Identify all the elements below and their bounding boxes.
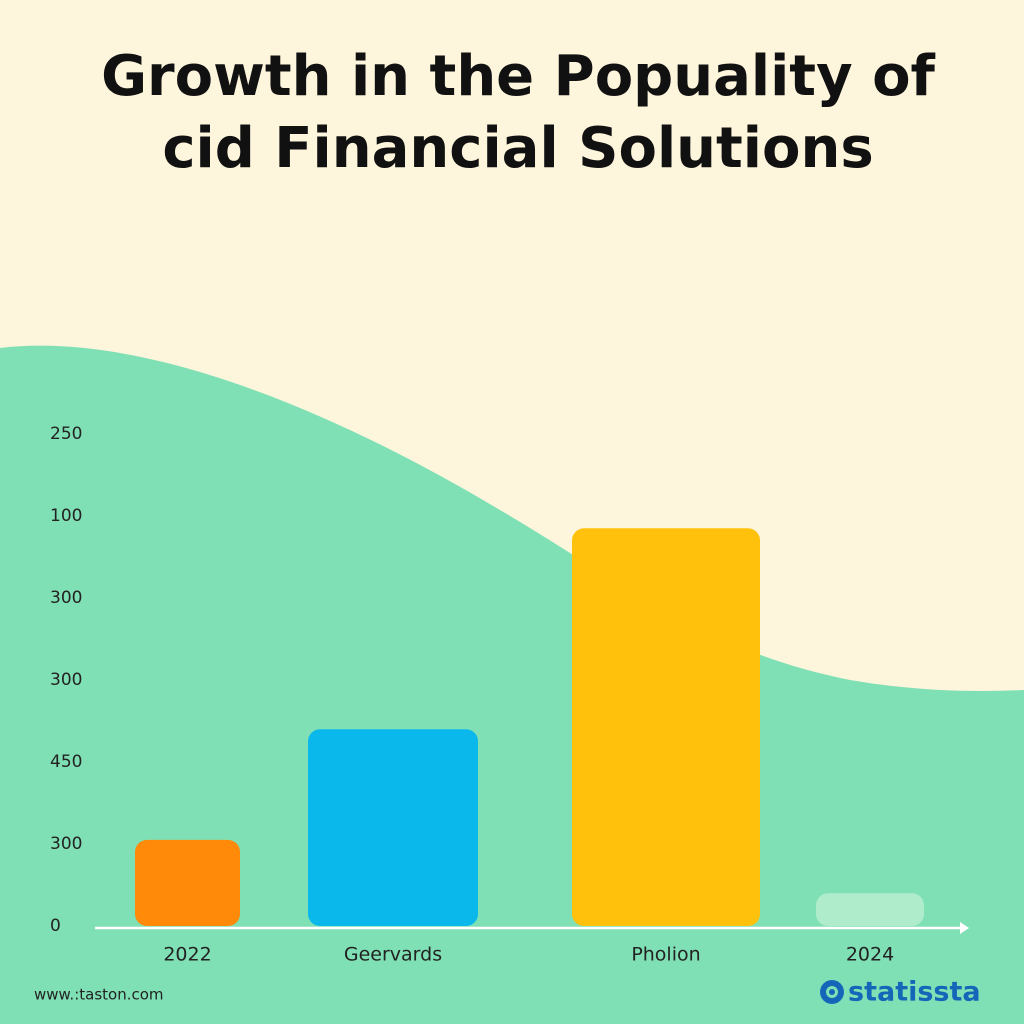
x-tick-label: Pholion xyxy=(631,944,700,966)
bar xyxy=(135,839,240,926)
x-tick-label: 2022 xyxy=(163,944,211,966)
y-tick-label: 450 xyxy=(50,752,82,772)
wave xyxy=(0,345,1024,1024)
y-tick-label: 300 xyxy=(50,670,82,690)
y-tick-label: 300 xyxy=(50,834,82,854)
source: www.:taston.com xyxy=(34,986,164,1004)
x-tick-label: Geervards xyxy=(344,944,442,966)
y-tick-label: 250 xyxy=(50,424,82,444)
y-tick-label: 0 xyxy=(50,916,61,936)
bar xyxy=(572,528,760,926)
y-tick-label: 100 xyxy=(50,506,82,526)
bar xyxy=(816,893,924,926)
axis-arrow xyxy=(960,922,969,934)
chart-title: Growth in the Popuality of xyxy=(101,44,935,109)
y-tick-label: 300 xyxy=(50,588,82,608)
logo-icon-inner xyxy=(826,986,838,998)
bar xyxy=(308,729,478,926)
x-tick-label: 2024 xyxy=(846,944,894,966)
logo: statissta xyxy=(848,977,981,1008)
chart-title: cid Financial Solutions xyxy=(162,116,873,181)
logo-icon xyxy=(820,980,844,1004)
